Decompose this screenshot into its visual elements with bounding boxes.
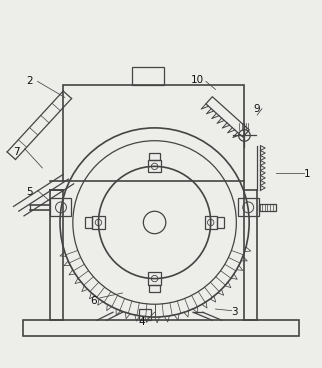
Text: 10: 10 (191, 75, 204, 85)
Text: 1: 1 (304, 169, 310, 179)
Text: 2: 2 (26, 77, 33, 86)
Bar (148, 272, 161, 285)
Bar (23, 320, 299, 336)
Bar (149, 285, 160, 292)
Text: 4: 4 (138, 317, 145, 327)
Bar (85, 217, 92, 227)
Text: 7: 7 (14, 147, 20, 157)
Text: 3: 3 (232, 307, 238, 317)
Bar (50, 198, 71, 216)
Bar (217, 217, 224, 227)
Text: 5: 5 (26, 187, 33, 197)
Bar (259, 204, 276, 211)
Bar (63, 85, 244, 181)
Bar (238, 198, 259, 216)
Bar (204, 216, 217, 229)
Text: 6: 6 (90, 296, 97, 306)
Bar (138, 309, 151, 320)
Bar (148, 160, 161, 173)
Bar (132, 67, 164, 85)
Text: 9: 9 (254, 104, 260, 114)
Bar (92, 216, 105, 229)
Bar (149, 153, 160, 160)
